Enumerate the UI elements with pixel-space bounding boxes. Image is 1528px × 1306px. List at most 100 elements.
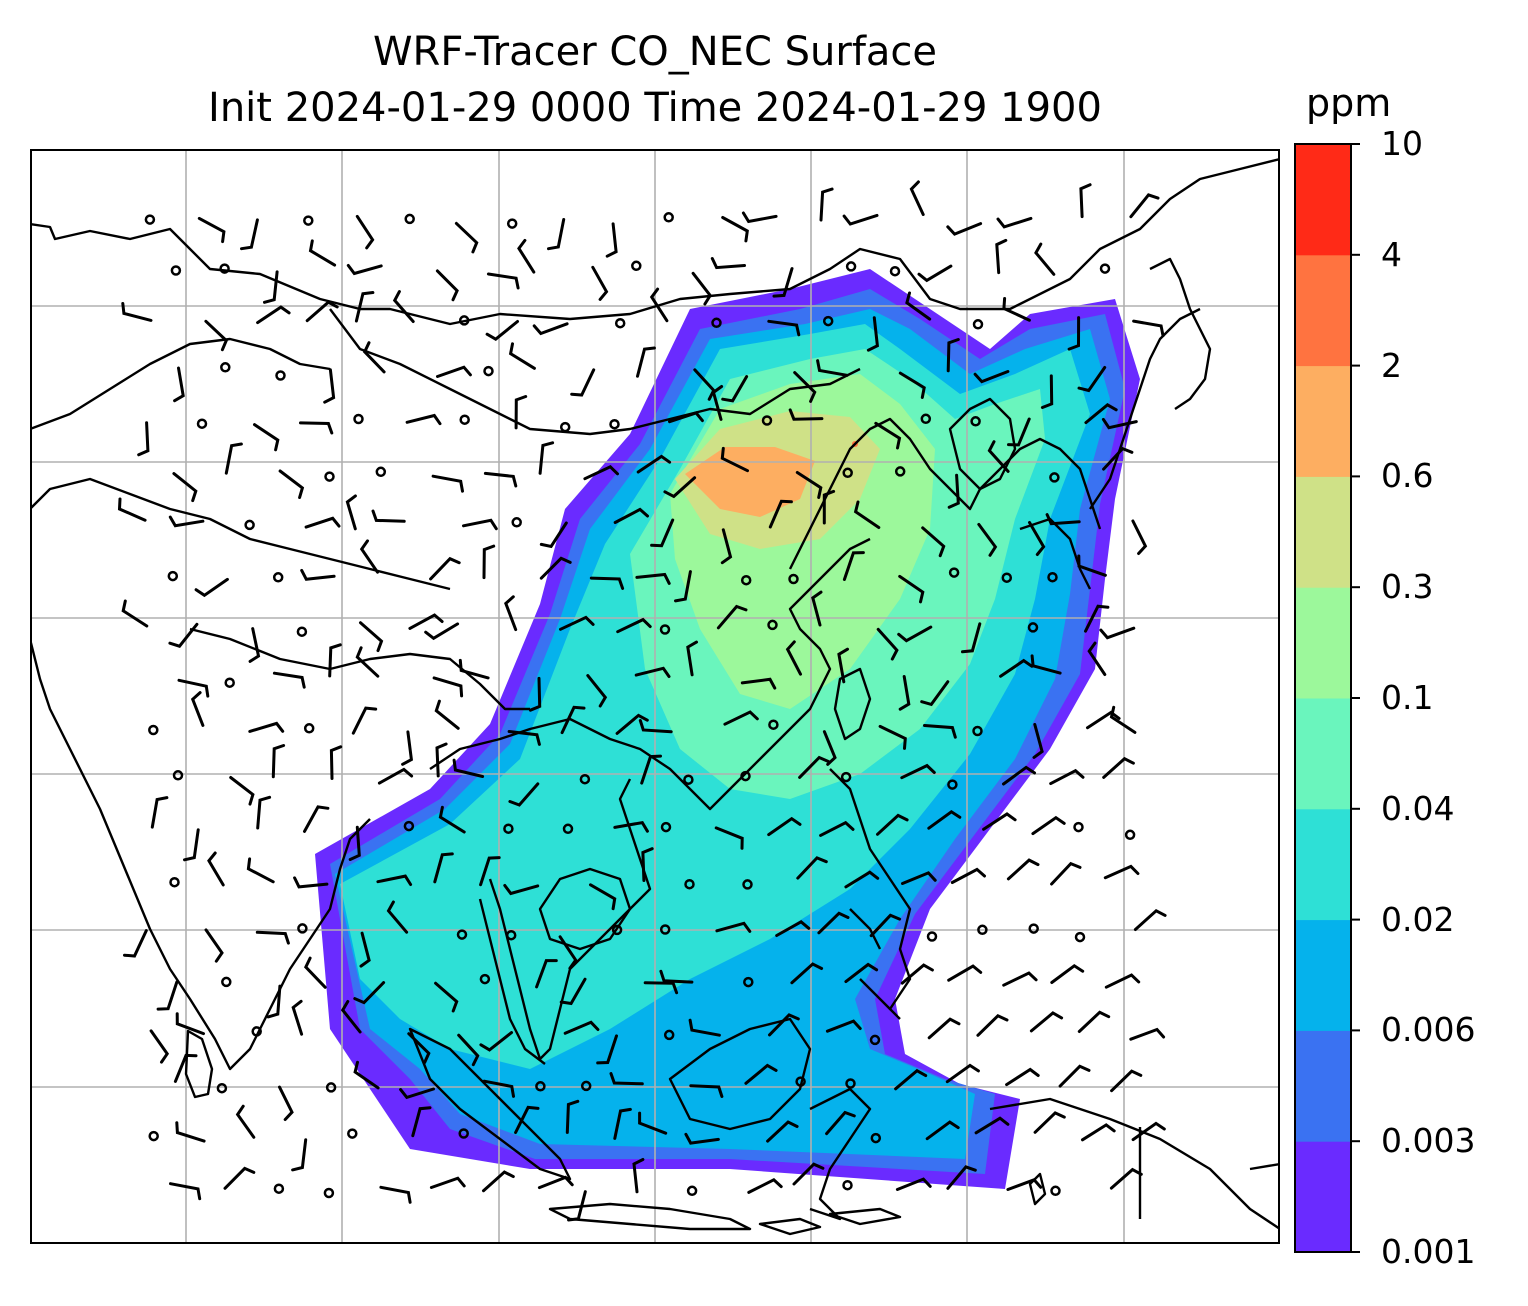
calm-wind-circle xyxy=(663,212,674,223)
wind-barb xyxy=(359,931,371,968)
calm-wind-circle xyxy=(842,1179,853,1191)
wind-barb xyxy=(371,509,406,523)
calm-wind-circle xyxy=(144,214,156,225)
java-coastline xyxy=(548,1202,752,1231)
wind-barb xyxy=(1099,626,1136,640)
wind-barbs xyxy=(117,180,1167,1222)
wind-barb xyxy=(1084,402,1118,425)
wind-barb xyxy=(643,981,679,995)
wind-barb xyxy=(768,1013,800,1037)
calm-wind-circle xyxy=(842,467,853,479)
wind-barb xyxy=(946,338,960,373)
wind-barb xyxy=(482,544,496,580)
wind-barb xyxy=(229,776,255,806)
calm-wind-circle xyxy=(761,415,773,426)
wind-barb xyxy=(768,499,793,529)
calm-wind-circle xyxy=(822,315,834,327)
colorbar-tick-label: 4 xyxy=(1381,234,1402,274)
wind-barb xyxy=(508,342,536,370)
calm-wind-circle xyxy=(458,1128,469,1139)
wind-barb xyxy=(458,658,490,680)
calm-wind-circle xyxy=(1028,923,1039,934)
wind-barb xyxy=(790,962,824,985)
wind-barb xyxy=(266,984,282,1019)
wind-barb xyxy=(947,473,960,509)
wind-barb xyxy=(434,699,460,730)
wind-barb xyxy=(927,1017,961,1040)
colorbar-tick-label: 0.006 xyxy=(1381,1010,1476,1050)
mongolia-border-line xyxy=(329,308,861,436)
wind-barb xyxy=(376,874,413,886)
wind-barb xyxy=(583,465,619,481)
wind-barb xyxy=(798,755,830,779)
wind-barb xyxy=(721,216,749,243)
wind-barb xyxy=(999,658,1034,678)
wind-barb xyxy=(842,551,865,581)
wind-barb xyxy=(253,423,280,452)
calm-wind-circle xyxy=(768,719,779,730)
calm-wind-circle xyxy=(167,570,179,582)
wind-barb xyxy=(720,528,733,565)
calm-wind-circle xyxy=(272,572,284,583)
wind-barb xyxy=(248,627,261,663)
wind-barb xyxy=(386,900,409,934)
wind-barb xyxy=(894,1068,928,1091)
wind-barb xyxy=(844,870,880,889)
wind-barb xyxy=(168,622,199,648)
wind-barb xyxy=(137,421,150,457)
calm-wind-circle xyxy=(742,879,753,890)
wind-barb xyxy=(947,964,983,982)
calm-wind-circle xyxy=(483,365,494,377)
calm-wind-circle xyxy=(948,567,960,578)
wind-barb xyxy=(744,1063,778,1085)
wind-barb xyxy=(121,599,149,628)
wind-barb xyxy=(291,1138,308,1172)
wind-barb xyxy=(462,518,498,531)
calm-wind-circle xyxy=(170,265,182,276)
wind-barb xyxy=(517,238,536,274)
calm-wind-circle xyxy=(683,774,694,785)
wind-barb xyxy=(291,999,304,1036)
wind-barb xyxy=(636,346,656,378)
malay-peninsula xyxy=(478,898,546,1065)
wind-barb xyxy=(1049,768,1085,786)
colorbar-band-0.04 xyxy=(1295,698,1351,810)
wind-barb xyxy=(723,710,759,726)
wind-barb xyxy=(982,812,1017,831)
borneo-coastline xyxy=(668,1017,812,1131)
wind-barb xyxy=(876,813,909,836)
wind-barb xyxy=(1029,1011,1064,1033)
calm-wind-circle xyxy=(972,319,984,330)
colorbar-tick-label: 10 xyxy=(1381,124,1423,163)
calm-wind-circle xyxy=(609,418,620,430)
wind-barb xyxy=(1067,316,1081,351)
calm-wind-circle xyxy=(303,215,314,226)
wind-barb xyxy=(674,570,692,603)
calm-wind-circle xyxy=(169,876,180,888)
wind-barb xyxy=(925,1120,960,1141)
korea-coastline xyxy=(948,397,1017,491)
wind-barb xyxy=(263,270,279,304)
wind-barb xyxy=(479,1031,513,1052)
calm-wind-circle xyxy=(297,923,308,934)
wind-barb xyxy=(175,1012,205,1036)
calm-wind-circle xyxy=(506,218,518,229)
calm-wind-circle xyxy=(403,820,415,832)
wind-barb xyxy=(303,956,327,989)
wind-barb xyxy=(345,494,357,531)
wind-barb xyxy=(1040,374,1054,409)
wind-barb xyxy=(457,1033,480,1067)
wind-barb xyxy=(567,1190,587,1222)
wind-barb xyxy=(1030,654,1062,675)
calm-wind-circle xyxy=(219,263,230,274)
calm-wind-circle xyxy=(511,517,522,528)
wind-barb xyxy=(353,981,386,1005)
wind-barb xyxy=(379,1185,412,1204)
wind-barb xyxy=(1002,297,1031,322)
wind-barb xyxy=(927,809,962,830)
calm-wind-circle xyxy=(503,823,514,834)
wind-barb xyxy=(663,476,697,499)
wind-barb xyxy=(710,257,746,270)
wind-barb xyxy=(405,413,442,426)
wind-barb xyxy=(822,730,837,766)
